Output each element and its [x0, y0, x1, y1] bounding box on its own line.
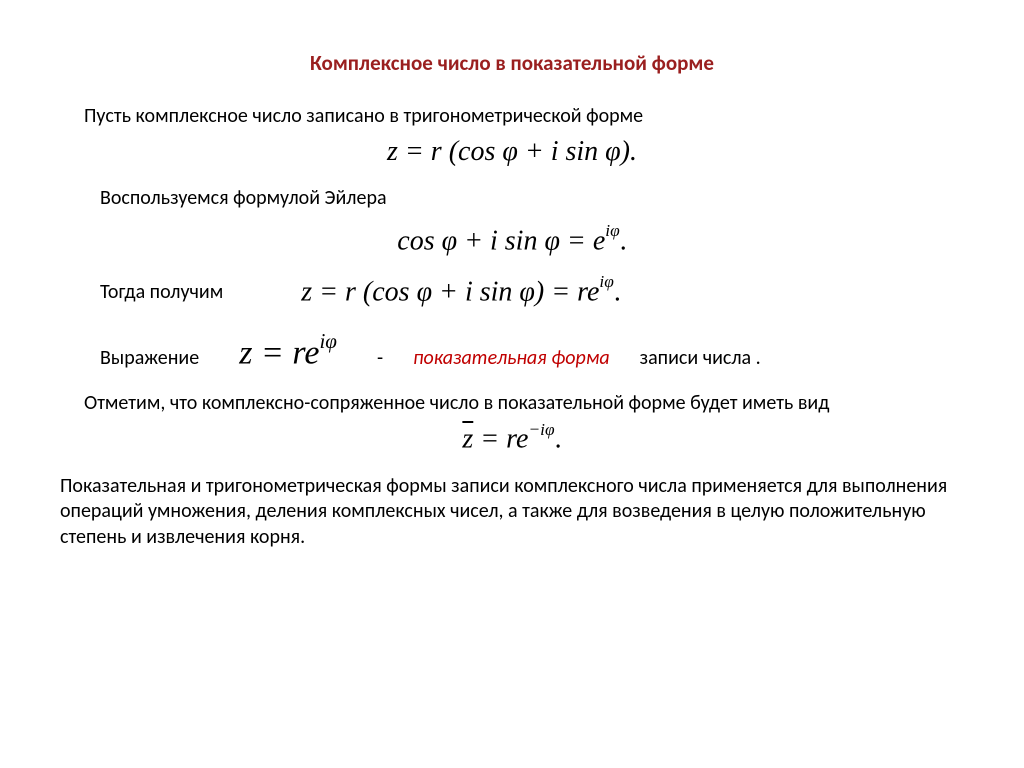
dash: -	[377, 346, 383, 370]
eq3-tail: .	[614, 276, 621, 307]
equation-derivation: z = r (cos φ + i sin φ) = reiφ.	[301, 275, 621, 308]
eq2-lhs: cos φ + i sin φ = e	[397, 225, 605, 256]
expression-tail: записи числа .	[640, 346, 761, 370]
eq4-sup: iφ	[319, 329, 337, 353]
equation-euler: cos φ + i sin φ = eiφ.	[60, 224, 964, 257]
eq1-text: z = r (cos φ + i sin φ).	[387, 136, 637, 167]
equation-conjugate: z = re−iφ.	[60, 422, 964, 455]
eq2-tail: .	[620, 225, 627, 256]
usage-text: Показательная и тригонометрическая формы…	[60, 474, 964, 551]
expression-row: Выражение z = reiφ - показательная форма…	[60, 332, 964, 372]
eq4-a: z = re	[239, 335, 319, 372]
eq5-sup: −iφ	[528, 420, 554, 439]
eq5-tail: .	[555, 424, 562, 455]
then-text: Тогда получим	[100, 280, 223, 304]
eq3-a: z = r (cos φ + i sin φ) = re	[301, 276, 599, 307]
page-title: Комплексное число в показательной форме	[60, 50, 964, 76]
equation-trig-form: z = r (cos φ + i sin φ).	[60, 136, 964, 168]
conjugate-text: Отметим, что комплексно-сопряженное числ…	[60, 391, 964, 417]
eq2-sup: iφ	[605, 221, 619, 240]
equation-exponential-form: z = reiφ	[239, 332, 337, 372]
then-row: Тогда получим z = r (cos φ + i sin φ) = …	[60, 275, 964, 308]
euler-text: Воспользуемся формулой Эйлера	[60, 186, 964, 210]
eq3-sup: iφ	[599, 272, 613, 291]
exponential-form-label: показательная форма	[413, 346, 610, 370]
slide-page: { "style": { "title_color": "#9a1f1f", "…	[0, 0, 1024, 768]
expression-label: Выражение	[100, 346, 199, 370]
eq5-zbar: z	[462, 424, 473, 455]
intro-text: Пусть комплексное число записано в триго…	[60, 104, 964, 130]
eq5-mid: = re	[473, 424, 528, 455]
